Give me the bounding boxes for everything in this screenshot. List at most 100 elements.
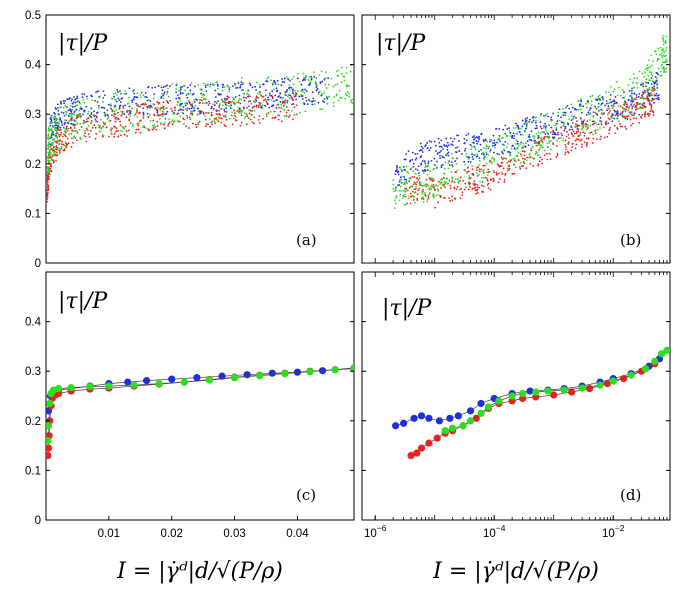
data-point-red xyxy=(633,103,635,106)
data-point-green xyxy=(63,144,66,147)
data-point-green xyxy=(613,88,616,91)
data-point-red xyxy=(66,137,69,140)
data-point-red xyxy=(453,187,456,190)
data-point-blue xyxy=(200,92,203,95)
data-point-green xyxy=(163,121,166,124)
data-point-blue xyxy=(630,92,633,95)
data-point-blue xyxy=(594,98,597,101)
data-point-red xyxy=(200,111,203,114)
data-point-blue xyxy=(498,128,501,130)
data-point-blue xyxy=(417,412,426,420)
data-point-green xyxy=(284,100,287,103)
data-point-green xyxy=(52,138,55,140)
data-point-blue xyxy=(455,151,457,153)
data-point-red xyxy=(124,125,127,128)
data-point-red xyxy=(583,134,586,137)
data-point-red xyxy=(136,122,139,125)
data-point-green xyxy=(597,105,600,108)
data-point-green xyxy=(593,130,596,133)
data-point-blue xyxy=(601,96,604,98)
data-point-blue xyxy=(425,144,427,146)
data-point-green xyxy=(441,184,444,186)
data-point-red xyxy=(246,115,249,117)
data-point-green xyxy=(535,132,538,135)
data-point-green xyxy=(86,112,89,115)
data-point-blue xyxy=(251,86,254,89)
data-point-green xyxy=(662,43,665,46)
data-point-green xyxy=(345,66,348,69)
data-point-blue xyxy=(154,86,157,89)
data-point-green xyxy=(105,382,113,390)
data-point-green xyxy=(350,364,354,372)
data-point-red xyxy=(208,102,211,105)
data-point-blue xyxy=(637,95,640,98)
data-point-red xyxy=(433,187,435,189)
data-point-green xyxy=(313,103,316,106)
data-point-blue xyxy=(655,71,658,74)
data-point-red xyxy=(582,131,585,134)
data-point-red xyxy=(650,106,653,109)
data-point-blue xyxy=(524,118,527,120)
data-point-red xyxy=(557,131,559,134)
data-point-green xyxy=(568,118,571,121)
data-point-red xyxy=(476,188,479,191)
data-point-green xyxy=(616,81,618,83)
data-point-blue xyxy=(72,101,75,104)
data-point-blue xyxy=(327,77,330,79)
data-point-blue xyxy=(599,120,601,122)
data-point-green xyxy=(540,137,542,139)
data-point-red xyxy=(503,181,506,183)
data-point-blue xyxy=(254,85,257,88)
data-point-blue xyxy=(396,166,398,169)
data-point-red xyxy=(573,132,576,135)
data-point-blue xyxy=(563,111,566,114)
data-point-red xyxy=(603,380,612,388)
panel-d-y-ticks xyxy=(362,321,670,521)
data-point-red xyxy=(265,113,268,116)
data-point-red xyxy=(168,121,171,124)
data-point-blue xyxy=(164,85,167,88)
data-point-green xyxy=(246,89,249,92)
data-point-green xyxy=(277,103,279,106)
data-point-green xyxy=(644,71,647,74)
data-point-blue xyxy=(537,135,540,137)
data-point-blue xyxy=(580,100,583,103)
data-point-green xyxy=(558,119,561,122)
data-point-green xyxy=(124,90,127,92)
data-point-blue xyxy=(398,184,401,186)
data-point-red xyxy=(463,188,466,191)
data-point-green xyxy=(328,95,331,98)
data-point-green xyxy=(515,139,518,141)
data-point-red xyxy=(564,153,566,156)
data-point-blue xyxy=(142,107,145,109)
data-point-red xyxy=(90,111,93,114)
data-point-red xyxy=(114,117,117,120)
data-point-blue xyxy=(298,95,301,98)
data-point-red xyxy=(239,102,242,105)
data-point-red xyxy=(529,162,532,165)
data-point-green xyxy=(466,417,475,425)
data-point-green xyxy=(486,174,489,177)
data-point-green xyxy=(320,70,323,73)
data-point-red xyxy=(522,165,525,167)
data-point-green xyxy=(651,64,653,67)
data-point-blue xyxy=(303,103,306,106)
data-point-blue xyxy=(633,112,636,115)
data-point-green xyxy=(316,84,319,87)
data-point-blue xyxy=(480,153,483,155)
data-point-blue xyxy=(527,144,530,147)
data-point-green xyxy=(47,151,50,154)
data-point-blue xyxy=(573,115,575,118)
data-point-blue xyxy=(415,157,418,160)
panel-a-y-ticks: 00.10.20.30.40.5 xyxy=(25,10,354,270)
data-point-blue xyxy=(601,102,604,105)
data-point-green xyxy=(319,108,322,111)
data-point-green xyxy=(442,172,445,175)
data-point-blue xyxy=(627,99,630,102)
data-point-green xyxy=(600,104,603,107)
data-point-blue xyxy=(498,135,501,137)
data-point-red xyxy=(284,91,287,93)
data-point-red xyxy=(113,113,116,115)
data-point-red xyxy=(82,119,85,122)
data-point-red xyxy=(234,112,236,115)
